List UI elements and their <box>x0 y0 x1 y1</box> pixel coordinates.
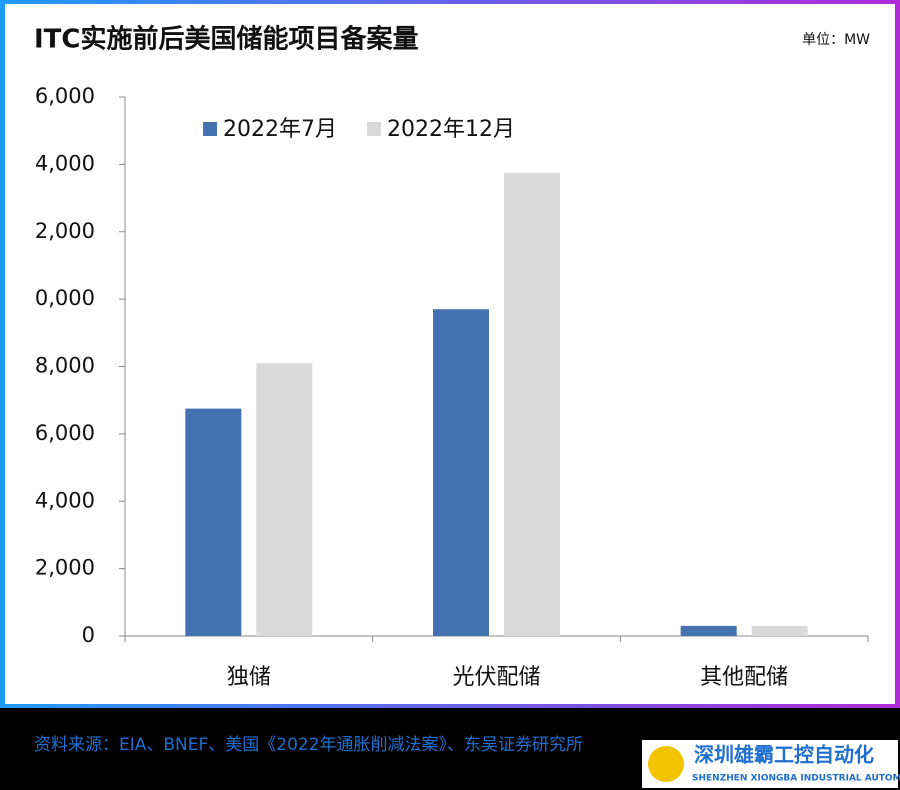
y-tick-label: 0,000 <box>35 286 95 310</box>
y-tick-label: 2,000 <box>35 556 95 580</box>
watermark-box <box>642 740 898 788</box>
bar <box>504 172 560 636</box>
y-tick-label: 8,000 <box>35 354 95 378</box>
y-tick-label: 0 <box>82 623 95 647</box>
y-tick-label: 6,000 <box>35 84 95 108</box>
legend-label: 2022年7月 <box>223 117 337 142</box>
watermark-subtitle: SHENZHEN XIONGBA INDUSTRIAL AUTOMATION <box>692 774 900 784</box>
unit-label: 单位：MW <box>802 32 870 48</box>
y-tick-label: 6,000 <box>35 421 95 445</box>
x-tick-label: 独储 <box>227 665 271 690</box>
watermark-name: 深圳雄霸工控自动化 <box>694 743 874 767</box>
legend-swatch <box>203 122 217 136</box>
chart-title: ITC实施前后美国储能项目备案量 <box>34 24 419 55</box>
x-tick-label: 其他配储 <box>700 665 788 690</box>
bar <box>751 625 808 636</box>
bar <box>256 363 313 636</box>
legend-swatch <box>367 122 381 136</box>
y-tick-label: 4,000 <box>35 488 95 512</box>
bar <box>680 625 737 636</box>
watermark-logo <box>648 746 684 782</box>
bar <box>433 309 489 636</box>
y-tick-label: 2,000 <box>35 219 95 243</box>
y-tick-label: 4,000 <box>35 151 95 175</box>
bar <box>185 408 242 636</box>
x-tick-label: 光伏配储 <box>452 665 540 690</box>
source: 资料来源：EIA、BNEF、美国《2022年通胀削减法案》、东吴证券研究所 <box>34 735 583 755</box>
legend-label: 2022年12月 <box>387 117 515 142</box>
